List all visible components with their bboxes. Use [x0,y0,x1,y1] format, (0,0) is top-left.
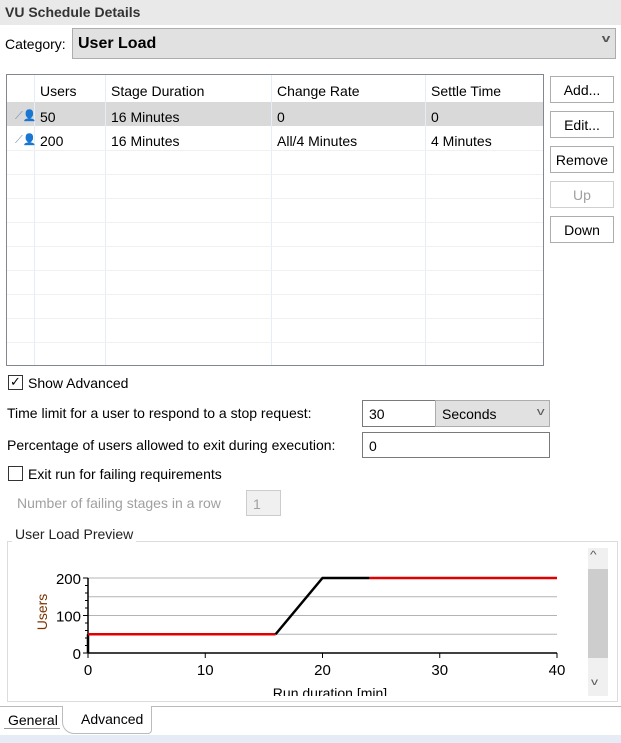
y-axis-label: Users [34,593,50,631]
bottom-strip [0,735,621,743]
show-advanced-label: Show Advanced [28,375,129,391]
category-combo[interactable]: User Load v [72,28,616,59]
chevron-down-icon: v [536,406,545,418]
up-button[interactable]: Up [550,181,614,208]
column-header-stage-duration[interactable]: Stage Duration [111,83,205,99]
category-label: Category: [5,36,66,52]
time-limit-input[interactable]: 30 [362,400,436,427]
show-advanced-checkbox[interactable]: ✓ [8,375,23,390]
duration-cell: 16 Minutes [111,133,180,149]
column-header-change-rate[interactable]: Change Rate [277,83,360,99]
y-tick-label: 200 [56,571,81,588]
x-tick-label: 20 [314,662,331,679]
section-header: VU Schedule Details [0,0,621,25]
preview-title: User Load Preview [12,526,137,542]
scroll-up-icon[interactable]: ^ [590,550,597,561]
x-tick-label: 40 [549,662,566,679]
column-header-settle-time[interactable]: Settle Time [431,83,502,99]
tab-advanced[interactable]: Advanced [62,706,152,734]
failing-stages-label: Number of failing stages in a row [17,495,221,511]
x-tick-label: 10 [197,662,214,679]
category-value: User Load [78,35,157,52]
column-header-users[interactable]: Users [40,83,77,99]
rate-cell: All/4 Minutes [277,133,358,149]
scroll-down-icon[interactable]: v [591,677,598,688]
exit-run-label: Exit run for failing requirements [28,466,222,482]
time-unit-value: Seconds [442,406,497,422]
settle-cell: 4 Minutes [431,133,492,149]
failing-stages-input[interactable]: 1 [246,490,281,516]
users-cell: 200 [40,133,64,149]
percentage-label: Percentage of users allowed to exit duri… [7,437,336,453]
add-button[interactable]: Add... [550,76,614,103]
users-cell: 50 [40,109,56,125]
stages-table[interactable]: Users Stage Duration Change Rate Settle … [6,74,544,366]
scrollbar-thumb[interactable] [588,569,608,658]
user-stage-icon: ⟋👤 [15,110,37,122]
exit-run-checkbox[interactable] [8,466,23,481]
edit-button[interactable]: Edit... [550,111,614,138]
y-tick-label: 100 [56,609,81,626]
tab-bar: General Advanced [0,706,621,736]
time-limit-label: Time limit for a user to respond to a st… [7,405,312,421]
tab-general[interactable]: General [4,712,60,729]
user-load-preview-group [7,541,618,702]
user-stage-icon: ⟋👤 [15,134,37,146]
rate-cell: 0 [277,109,285,125]
remove-button[interactable]: Remove [550,146,614,173]
x-tick-label: 0 [84,662,92,679]
chevron-down-icon: v [601,33,611,45]
y-tick-label: 0 [73,646,81,663]
time-unit-select[interactable]: Seconds v [435,400,550,427]
percentage-input[interactable]: 0 [362,432,550,458]
down-button[interactable]: Down [550,216,614,243]
settle-cell: 0 [431,109,439,125]
duration-cell: 16 Minutes [111,109,180,125]
selected-row-highlight [7,102,543,126]
series-segment [274,576,370,636]
x-tick-label: 30 [431,662,448,679]
